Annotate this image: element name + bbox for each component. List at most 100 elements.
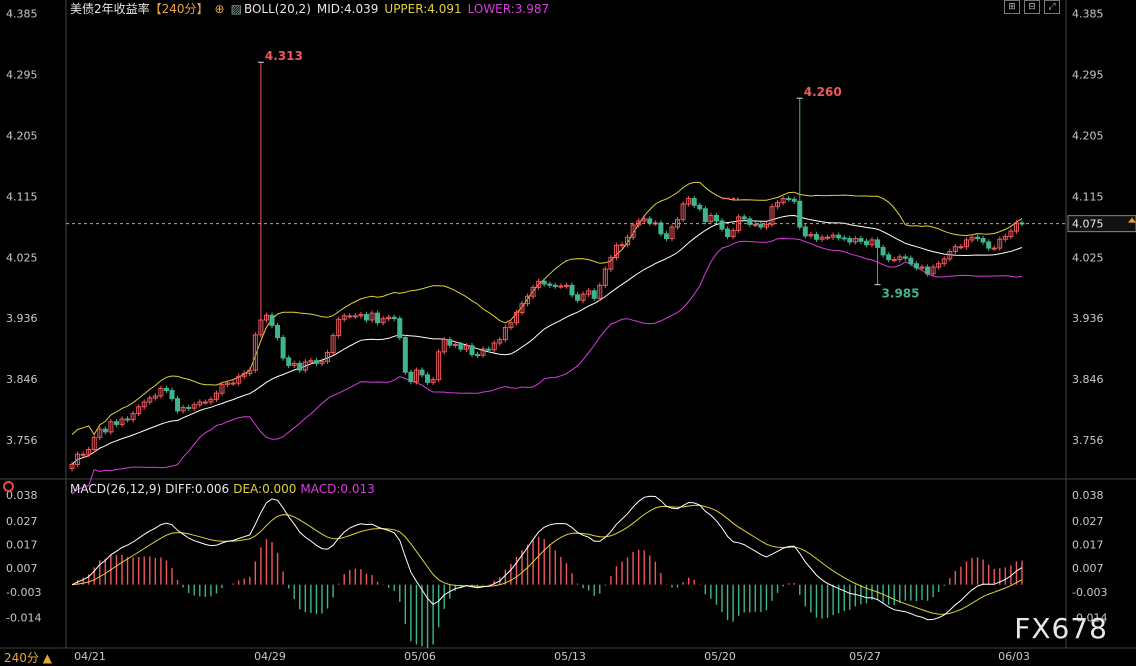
candle-body xyxy=(286,357,292,366)
candle-body xyxy=(458,343,464,350)
candle-body xyxy=(113,421,119,425)
candle-body xyxy=(1008,230,1014,238)
candle-body xyxy=(825,236,831,239)
candle-body xyxy=(497,339,503,344)
candle-body xyxy=(225,382,231,385)
y-tick-left: 3.936 xyxy=(6,312,38,325)
candle-body xyxy=(763,223,769,228)
candle-body xyxy=(152,395,158,399)
zoom-out-icon[interactable]: ⊟ xyxy=(1024,0,1040,14)
candle-body xyxy=(258,319,264,336)
candle-body xyxy=(852,238,858,243)
macd-tick-left: 0.027 xyxy=(6,515,38,528)
macd-header: MACD(26,12,9) DIFF:0.006 DEA:0.000 MACD:0.0… xyxy=(70,482,379,496)
candle-body xyxy=(219,383,225,394)
current-price-marker xyxy=(1128,217,1136,223)
dropdown-icon[interactable]: ▲ xyxy=(42,651,52,665)
macd-tick-right: 0.007 xyxy=(1072,562,1104,575)
period-selector[interactable]: 【240分】 xyxy=(149,2,209,16)
candle-body xyxy=(658,222,664,235)
candle-body xyxy=(730,229,736,238)
y-tick-left: 4.205 xyxy=(6,129,38,142)
candle-body xyxy=(880,246,886,256)
candle-body xyxy=(608,257,614,270)
candle-body xyxy=(469,345,475,356)
macd-tick-left: 0.038 xyxy=(6,489,38,502)
candle-body xyxy=(169,390,175,400)
x-tick-label: 05/06 xyxy=(404,650,436,663)
candle-body xyxy=(436,351,442,381)
candle-body xyxy=(925,266,931,275)
candle-body xyxy=(97,428,103,438)
period-label[interactable]: 240分 ▲ xyxy=(4,649,52,666)
candle-body xyxy=(686,198,692,205)
candle-body xyxy=(708,215,714,223)
candle-body xyxy=(441,339,447,353)
boll-label: BOLL(20,2) xyxy=(243,2,311,16)
candle-body xyxy=(363,314,369,321)
candle-body xyxy=(519,303,525,314)
candle-body xyxy=(575,294,581,301)
boll-mid-line xyxy=(71,214,1023,465)
candle-body xyxy=(897,256,903,261)
candle-body xyxy=(697,204,703,210)
candle-body xyxy=(830,234,836,238)
sub-panel-icon[interactable] xyxy=(3,481,14,492)
y-tick-left: 3.846 xyxy=(6,373,38,386)
candle-body xyxy=(475,354,481,357)
candle-body xyxy=(647,218,653,224)
candle-body xyxy=(725,228,731,238)
candle-body xyxy=(319,360,325,364)
candle-body xyxy=(241,373,247,377)
candle-body xyxy=(275,324,281,339)
candle-body xyxy=(552,284,558,287)
candle-body xyxy=(175,398,181,412)
candle-body xyxy=(986,241,992,249)
x-tick-label: 05/13 xyxy=(554,650,586,663)
candle-body xyxy=(563,284,569,287)
candle-body xyxy=(347,315,353,318)
candle-body xyxy=(941,258,947,265)
annotation-label: 4.260 xyxy=(804,85,842,99)
candle-body xyxy=(86,449,92,455)
candle-body xyxy=(991,247,997,250)
candle-body xyxy=(775,202,781,208)
annotation-label: 4.313 xyxy=(265,49,303,63)
indicator-icon[interactable]: ▨ xyxy=(230,2,242,16)
candle-body xyxy=(452,343,458,346)
candle-body xyxy=(908,257,914,265)
diff-line xyxy=(71,495,1023,621)
fullscreen-icon[interactable]: ⤢ xyxy=(1044,0,1060,14)
candle-body xyxy=(891,259,897,262)
candle-body xyxy=(269,314,275,326)
candle-body xyxy=(230,382,236,385)
candle-body xyxy=(963,239,969,248)
candle-body xyxy=(213,392,219,400)
candle-body xyxy=(352,315,358,318)
candle-body xyxy=(302,361,308,371)
candle-body xyxy=(858,238,864,242)
macd-tick-right: 0.038 xyxy=(1072,489,1104,502)
y-tick-right: 3.936 xyxy=(1072,312,1104,325)
candle-body xyxy=(797,200,803,228)
candle-body xyxy=(419,369,425,376)
zoom-in-icon[interactable]: ⊞ xyxy=(1004,0,1020,14)
candle-body xyxy=(836,234,842,239)
candle-body xyxy=(236,375,242,384)
candle-body xyxy=(869,239,875,246)
macd-tick-right: 0.027 xyxy=(1072,515,1104,528)
candle-body xyxy=(341,315,347,320)
candle-body xyxy=(663,233,669,240)
current-price-label: 4.075 xyxy=(1072,218,1104,231)
current-price-box xyxy=(1067,215,1136,233)
candle-body xyxy=(947,250,953,260)
candle-body xyxy=(558,285,564,288)
macd-tick-left: -0.003 xyxy=(6,586,41,599)
candle-body xyxy=(136,406,142,415)
candle-body xyxy=(75,453,81,465)
candle-body xyxy=(186,406,192,409)
candle-body xyxy=(502,326,508,341)
candle-body xyxy=(902,256,908,259)
candle-body xyxy=(358,314,364,317)
settings-icon[interactable]: ⊕ xyxy=(214,2,225,16)
